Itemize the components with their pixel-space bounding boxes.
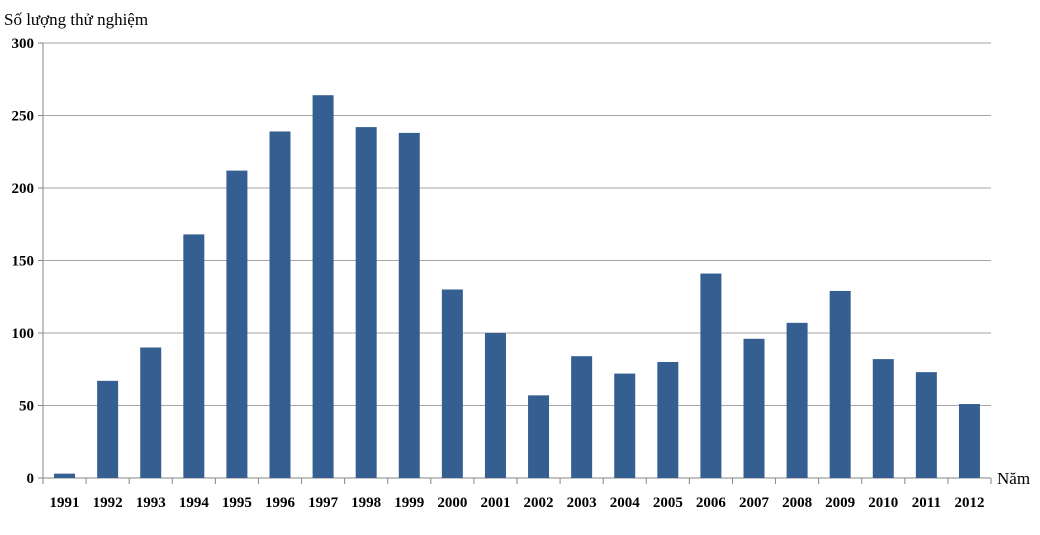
- x-tick-label: 2009: [825, 495, 855, 511]
- x-tick-label: 1992: [93, 495, 123, 511]
- y-tick-label: 150: [12, 254, 35, 270]
- x-tick-label: 2004: [610, 495, 641, 511]
- bar-1995: [226, 170, 248, 478]
- y-tick-label: 100: [12, 326, 35, 342]
- x-tick-label: 2012: [954, 495, 984, 511]
- bar-2000: [441, 289, 463, 478]
- bar-1997: [312, 95, 334, 478]
- x-tick-label: 2007: [739, 495, 770, 511]
- y-axis-title: Số lượng thử nghiệm: [4, 10, 148, 29]
- x-tick-label: 2005: [653, 495, 683, 511]
- bar-1998: [355, 127, 377, 478]
- x-tick-label: 1993: [136, 495, 166, 511]
- bar-2004: [614, 373, 636, 478]
- bar-2002: [528, 395, 550, 478]
- y-tick-label: 250: [12, 109, 35, 125]
- bar-1999: [398, 132, 420, 478]
- x-tick-label: 1996: [265, 495, 296, 511]
- bar-2007: [743, 338, 765, 478]
- y-tick-label: 50: [19, 399, 34, 415]
- bar-1991: [54, 473, 76, 478]
- bar-2006: [700, 273, 722, 478]
- x-tick-label: 1991: [50, 495, 80, 511]
- bar-1992: [97, 380, 119, 478]
- x-tick-label: 2001: [480, 495, 510, 511]
- x-tick-label: 2011: [912, 495, 941, 511]
- y-tick-label: 0: [27, 471, 35, 487]
- x-tick-label: 2003: [567, 495, 597, 511]
- x-tick-label: 2002: [524, 495, 554, 511]
- bar-2009: [829, 290, 851, 478]
- bar-2012: [958, 404, 980, 478]
- y-tick-label: 300: [12, 36, 35, 52]
- bars: [54, 95, 980, 478]
- bar-1993: [140, 347, 162, 478]
- bar-2010: [872, 359, 894, 478]
- x-tick-labels: 1991 1992 1993 1994 1995 1996 1997 1998 1999 2000…: [50, 495, 985, 511]
- x-tick-label: 2008: [782, 495, 812, 511]
- bar-1994: [183, 234, 205, 478]
- x-tick-label: 2010: [868, 495, 898, 511]
- x-axis-title: Năm: [997, 469, 1030, 488]
- x-tick-label: 2000: [437, 495, 467, 511]
- x-tick-label: 1998: [351, 495, 381, 511]
- x-tick-label: 1997: [308, 495, 339, 511]
- x-tick-label: 1994: [179, 495, 210, 511]
- y-tick-labels: 0 50 100 150 200 250 300: [12, 36, 35, 487]
- x-tick-label: 1995: [222, 495, 252, 511]
- y-tick-label: 200: [12, 181, 35, 197]
- bar-2005: [657, 362, 679, 478]
- bar-1996: [269, 131, 291, 478]
- bar-2001: [484, 333, 506, 478]
- x-tick-label: 1999: [394, 495, 424, 511]
- bar-2011: [915, 372, 937, 478]
- x-tick-label: 2006: [696, 495, 727, 511]
- bar-2003: [571, 356, 593, 478]
- bar-2008: [786, 322, 808, 478]
